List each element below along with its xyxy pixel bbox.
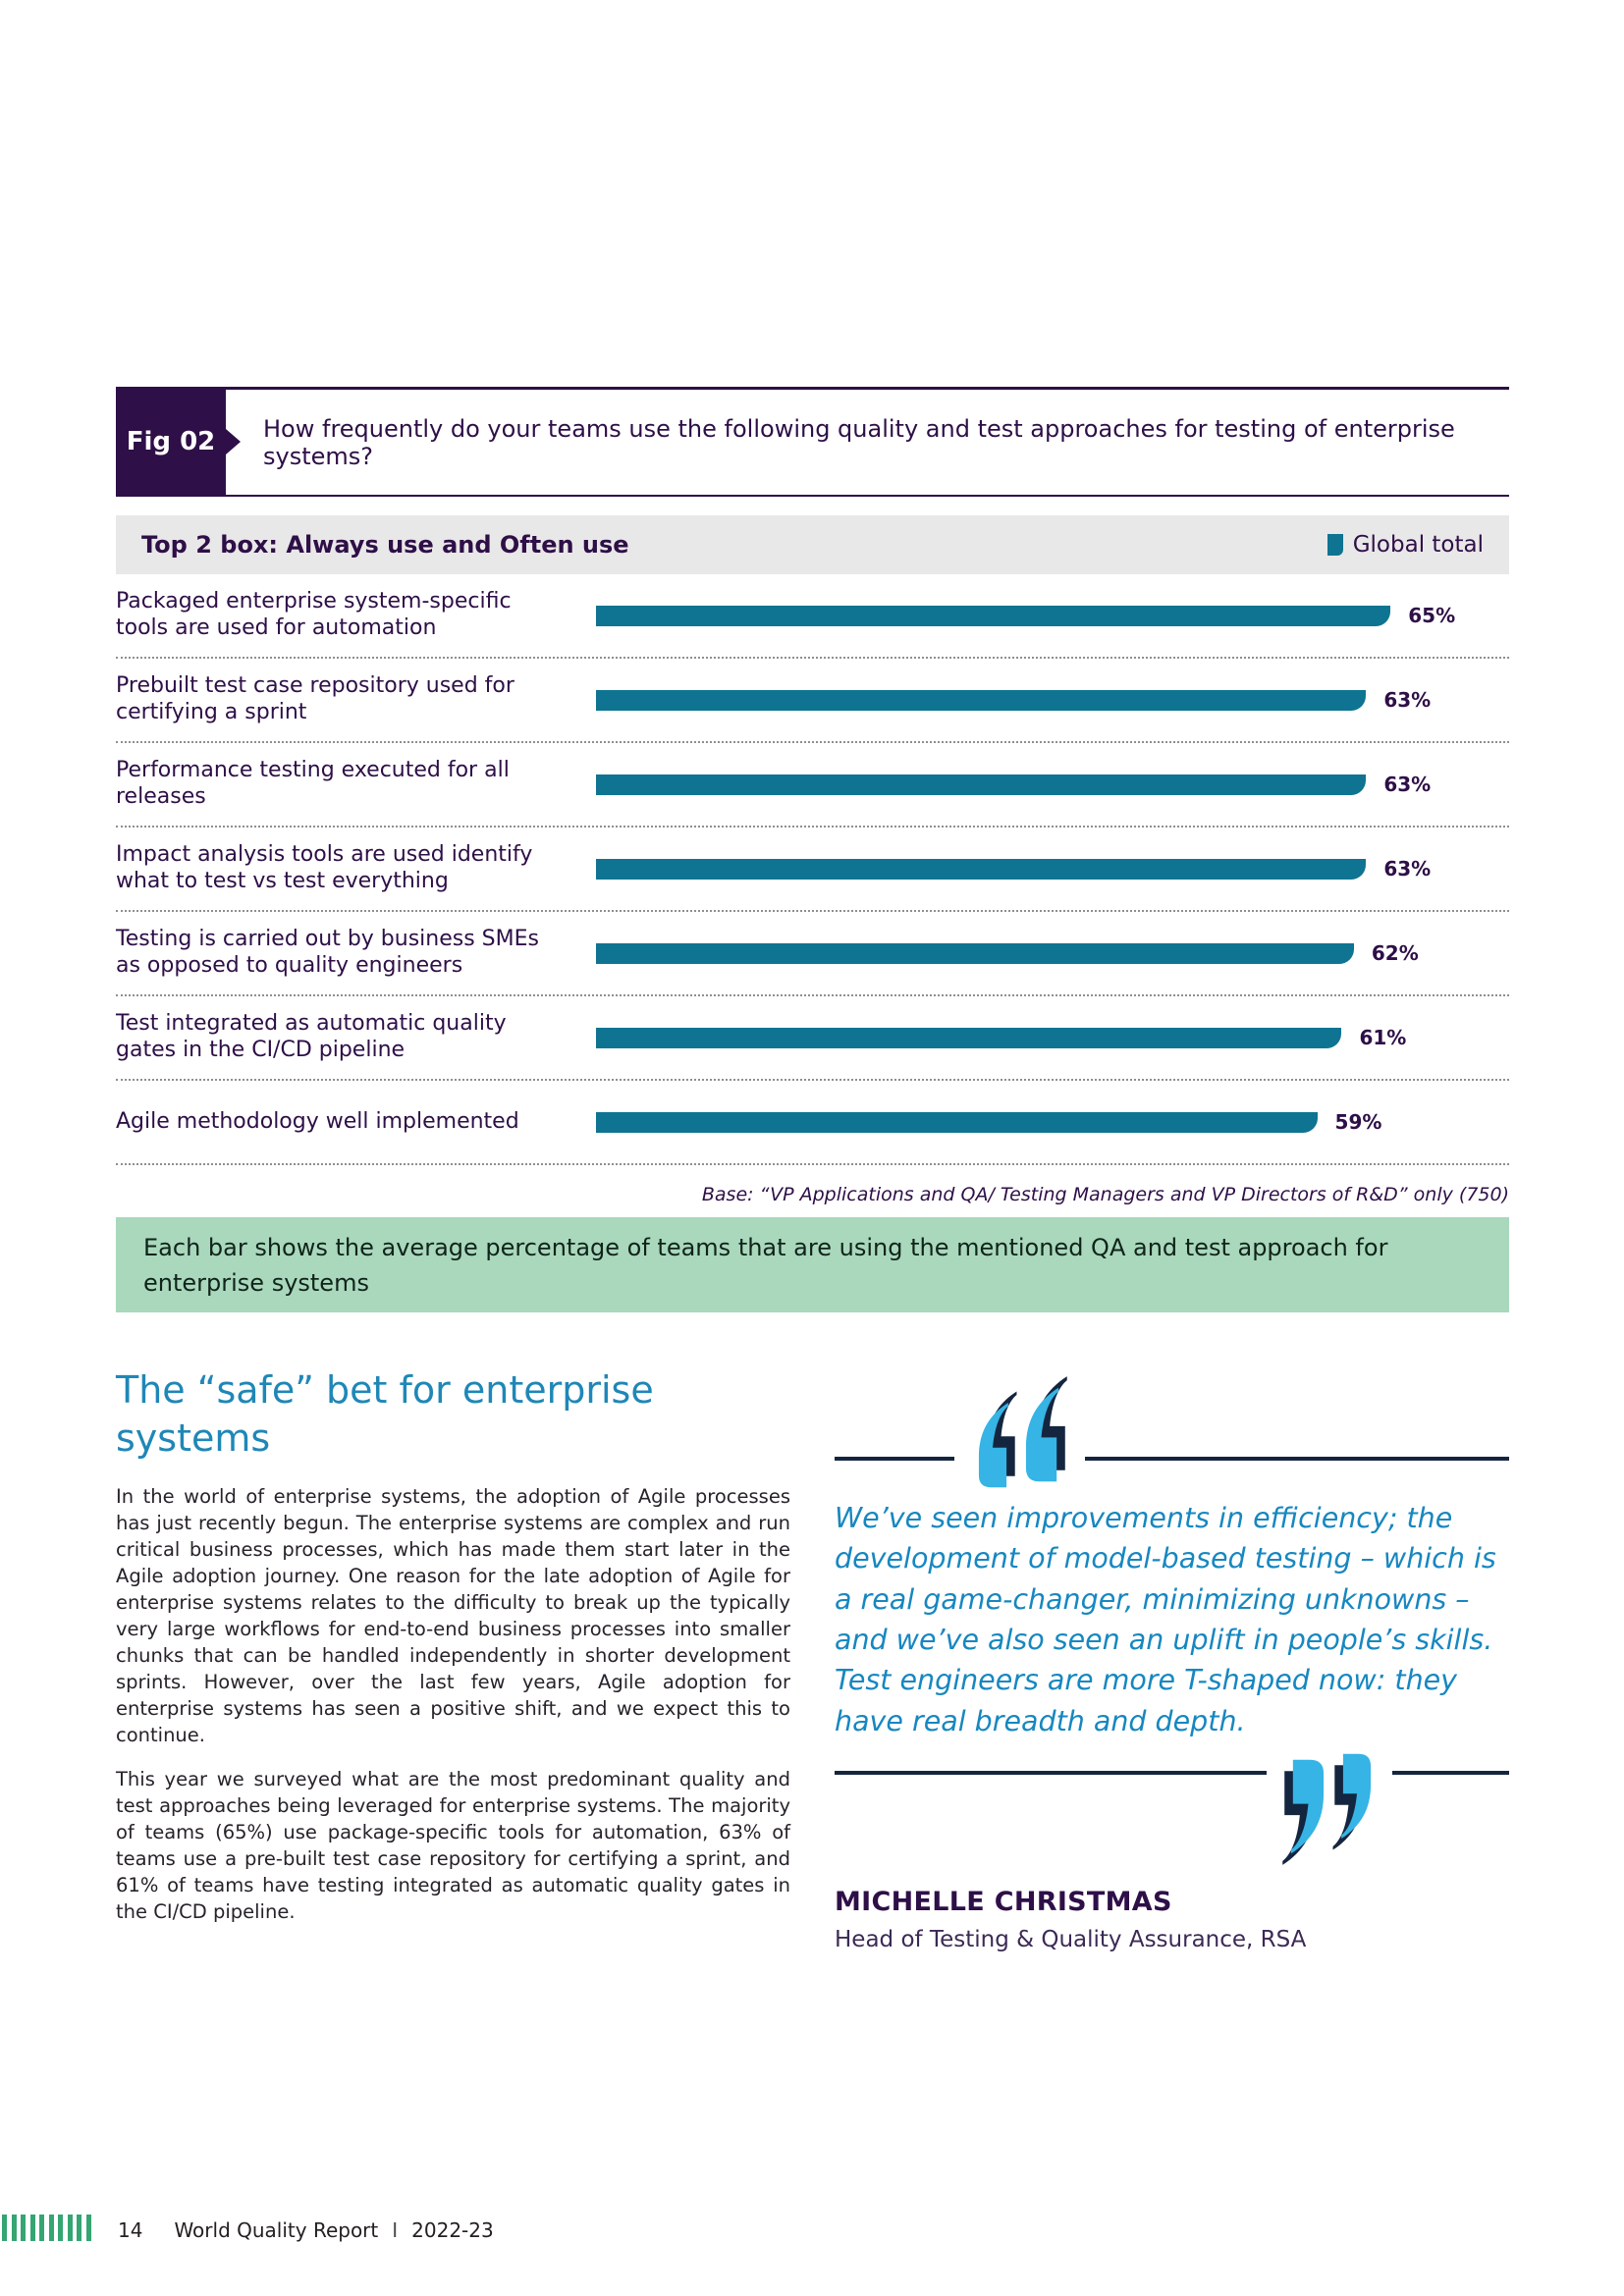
rule-line [1392, 1770, 1509, 1775]
footer: 14 World Quality Report I 2022-23 [118, 2218, 494, 2242]
article-column: The “safe” bet for enterprise systems In… [116, 1366, 790, 1943]
close-quote-icon [1282, 1753, 1372, 1865]
tick-bar [21, 2215, 26, 2241]
quote-closing-rule [835, 1753, 1509, 1865]
bar-area: 63% [596, 857, 1509, 881]
footer-tick-bars-icon [2, 2215, 91, 2241]
open-quote-icon [978, 1376, 1067, 1488]
tick-bar [11, 2215, 17, 2241]
bar-area: 63% [596, 773, 1509, 796]
bar-area: 61% [596, 1026, 1509, 1049]
chart-header-bar: Top 2 box: Always use and Often use Glob… [116, 515, 1509, 574]
quote-author: MICHELLE CHRISTMAS [835, 1886, 1172, 1917]
bar [596, 689, 1367, 711]
footer-edition: 2022-23 [411, 2218, 494, 2242]
figure-tag: Fig 02 [116, 387, 241, 497]
footer-report-title: World Quality Report [174, 2218, 379, 2242]
bar-area: 59% [596, 1110, 1509, 1134]
bar [596, 1027, 1342, 1048]
tick-bar [39, 2215, 44, 2241]
section-heading: The “safe” bet for enterprise systems [116, 1368, 654, 1460]
category-label: Agile methodology well implemented [116, 1108, 519, 1134]
tick-bar [58, 2215, 63, 2241]
chart-row: Agile methodology well implemented 59% [116, 1081, 1509, 1165]
rule-line [1085, 1457, 1509, 1461]
article-paragraph: In the world of enterprise systems, the … [116, 1485, 790, 1747]
bar-area: 62% [596, 941, 1509, 965]
chart-row: Packaged enterprise system-specific tool… [116, 574, 1509, 659]
bar-chart: Packaged enterprise system-specific tool… [116, 574, 1509, 1165]
value-label: 61% [1359, 1026, 1407, 1049]
quote-author-role: Head of Testing & Quality Assurance, RSA [835, 1926, 1307, 1952]
tick-bar [85, 2215, 91, 2241]
rule-line [835, 1457, 954, 1461]
chart-row: Prebuilt test case repository used for c… [116, 659, 1509, 743]
bar [596, 1111, 1318, 1133]
base-note: Base: “VP Applications and QA/ Testing M… [701, 1184, 1509, 1205]
legend-swatch-icon [1326, 534, 1343, 556]
article-paragraph: This year we surveyed what are the most … [116, 1768, 790, 1924]
tick-bar [29, 2215, 35, 2241]
bar [596, 774, 1367, 795]
category-label: Testing is carried out by business SMEs … [116, 927, 539, 978]
value-label: 62% [1371, 941, 1419, 965]
chart-row: Performance testing executed for all rel… [116, 743, 1509, 828]
figure-question: How frequently do your teams use the fol… [263, 414, 1455, 470]
value-label: 63% [1383, 857, 1432, 881]
bar [596, 605, 1391, 626]
tick-bar [77, 2215, 81, 2241]
tick-bar [2, 2215, 7, 2241]
category-label: Packaged enterprise system-specific tool… [116, 589, 512, 640]
footer-separator: I [392, 2218, 399, 2242]
value-label: 63% [1383, 688, 1432, 712]
bar [596, 858, 1367, 880]
chart-row: Impact analysis tools are used identify … [116, 828, 1509, 912]
value-label: 59% [1334, 1110, 1382, 1134]
quote-block: We’ve seen improvements in efficiency; t… [835, 1376, 1509, 1952]
chart-row: Testing is carried out by business SMEs … [116, 912, 1509, 996]
tick-bar [48, 2215, 54, 2241]
quote-text: We’ve seen improvements in efficiency; t… [835, 1502, 1496, 1737]
rule-line [835, 1770, 1267, 1775]
bar-area: 63% [596, 688, 1509, 712]
category-label: Test integrated as automatic quality gat… [116, 1011, 507, 1062]
figure-tag-label: Fig 02 [126, 427, 216, 456]
tick-bar [67, 2215, 73, 2241]
category-label: Impact analysis tools are used identify … [116, 842, 533, 893]
legend-label: Global total [1352, 532, 1484, 558]
bar-area: 65% [596, 604, 1509, 627]
bar [596, 942, 1354, 964]
category-label: Performance testing executed for all rel… [116, 758, 510, 809]
category-label: Prebuilt test case repository used for c… [116, 673, 514, 724]
chart-legend: Global total [1326, 532, 1484, 558]
callout-text: Each bar shows the average percentage of… [143, 1233, 1388, 1297]
chart-row: Test integrated as automatic quality gat… [116, 996, 1509, 1081]
chart-subtitle: Top 2 box: Always use and Often use [141, 531, 629, 559]
value-label: 65% [1408, 604, 1456, 627]
callout-box: Each bar shows the average percentage of… [116, 1217, 1509, 1312]
figure-header: Fig 02 How frequently do your teams use … [116, 387, 1509, 497]
page-number: 14 [118, 2218, 143, 2242]
value-label: 63% [1383, 773, 1432, 796]
quote-opening-rule [835, 1376, 1509, 1488]
